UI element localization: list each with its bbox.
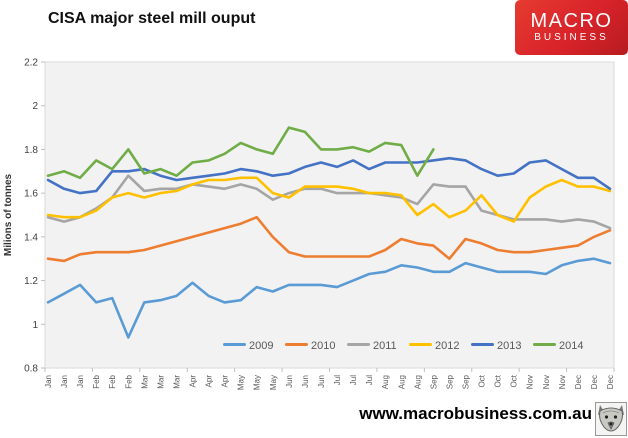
x-axis-tick-label: Jul (365, 375, 374, 385)
x-axis-tick-label: Nov (542, 375, 551, 389)
y-axis-title: Milions of tonnes (3, 173, 14, 256)
x-axis-tick-label: Apr (221, 375, 230, 388)
x-axis-tick-label: Feb (124, 374, 133, 388)
x-axis-tick-label: Sep (461, 374, 470, 389)
x-axis-tick-label: Mar (156, 375, 165, 389)
x-axis-tick-label: Mar (140, 375, 149, 389)
x-axis-tick-label: Sep (445, 374, 454, 389)
legend-item-2014: 2014 (533, 340, 583, 352)
x-axis-tick-label: Dec (590, 375, 599, 389)
macrobusiness-logo: MACRO BUSINESS (515, 0, 628, 55)
footer-url-link[interactable]: www.macrobusiness.com.au (359, 404, 592, 423)
legend-swatch (533, 343, 556, 346)
x-axis-tick-label: Dec (606, 375, 615, 389)
y-axis-tick-label: 2.2 (24, 58, 38, 69)
legend-item-2009: 2009 (223, 340, 273, 352)
x-axis-tick-label: Nov (558, 375, 567, 389)
x-axis-tick-label: Apr (189, 375, 198, 388)
x-axis-tick-label: May (269, 375, 278, 390)
series-line-2014 (46, 126, 435, 180)
y-axis-tick-label: 1.6 (24, 189, 38, 200)
x-axis-tick-label: Dec (574, 375, 583, 389)
legend-label: 2012 (435, 340, 459, 352)
legend-swatch (223, 343, 246, 346)
x-axis-tick-label: Aug (413, 375, 422, 389)
y-axis-tick-label: 1.4 (24, 232, 38, 243)
series-line-2010 (46, 215, 612, 263)
legend-label: 2011 (373, 340, 397, 352)
logo-text-business: BUSINESS (534, 32, 609, 43)
x-axis-tick-label: Mar (172, 375, 181, 389)
legend-item-2013: 2013 (471, 340, 521, 352)
legend-swatch (347, 343, 370, 346)
x-axis-tick-label: Jan (60, 375, 69, 388)
x-axis-tick-label: Nov (526, 375, 535, 389)
logo-text-macro: MACRO (530, 10, 613, 32)
x-axis-tick-label: Oct (510, 374, 519, 387)
x-axis-tick-label: Jul (349, 375, 358, 385)
legend-swatch (471, 343, 494, 346)
x-axis-tick-label: Oct (478, 374, 487, 387)
x-axis-tick-label: Jun (301, 375, 310, 388)
x-axis-tick-label: Jun (317, 375, 326, 388)
x-axis-tick-label: May (237, 375, 246, 390)
chart-plot: 0.8 1 1.2 1.4 1.6 1.8 2 2.2 Jan Jan Jan Feb Feb Feb Ma… (24, 58, 615, 391)
legend-item-2011: 2011 (347, 340, 397, 352)
chart-svg: Milions of tonnes 0.8 1 1.2 1.4 1.6 1.8 2 2.2 Ja… (3, 58, 615, 391)
x-axis-tick-label: May (253, 375, 262, 390)
legend-label: 2014 (559, 340, 583, 352)
legend-swatch (285, 343, 308, 346)
series-line-2009 (46, 257, 612, 339)
x-axis-tick-label: Apr (205, 375, 214, 388)
x-axis-tick-label: Jun (285, 375, 294, 388)
series-line-2012 (46, 176, 612, 223)
x-axis-tick-label: Jul (333, 375, 342, 385)
x-axis-tick-label: Aug (397, 375, 406, 389)
y-axis-tick-label: 2 (32, 101, 38, 112)
x-axis-tick-label: Jan (76, 375, 85, 388)
legend-label: 2010 (311, 340, 335, 352)
y-axis-tick-label: 0.8 (24, 364, 38, 375)
plot-area (44, 61, 615, 369)
x-axis-tick-label: Feb (92, 374, 101, 388)
legend-item-2012: 2012 (409, 340, 459, 352)
legend-item-2010: 2010 (285, 340, 335, 352)
legend-swatch (409, 343, 432, 346)
x-axis-tick-label: Oct (494, 374, 503, 387)
x-axis-tick-label: Sep (429, 374, 438, 389)
chart-title: CISA major steel mill ouput (48, 10, 256, 27)
y-axis-tick-label: 1.2 (24, 276, 38, 287)
x-axis-tick-label: Feb (108, 374, 117, 388)
wolf-logo-icon (595, 402, 627, 436)
x-axis-tick-label: Aug (381, 375, 390, 389)
y-axis-tick-label: 1 (32, 320, 38, 331)
legend-label: 2013 (497, 340, 521, 352)
legend-label: 2009 (249, 340, 273, 352)
y-axis-tick-label: 1.8 (24, 145, 38, 156)
x-axis-tick-label: Jan (44, 375, 53, 388)
